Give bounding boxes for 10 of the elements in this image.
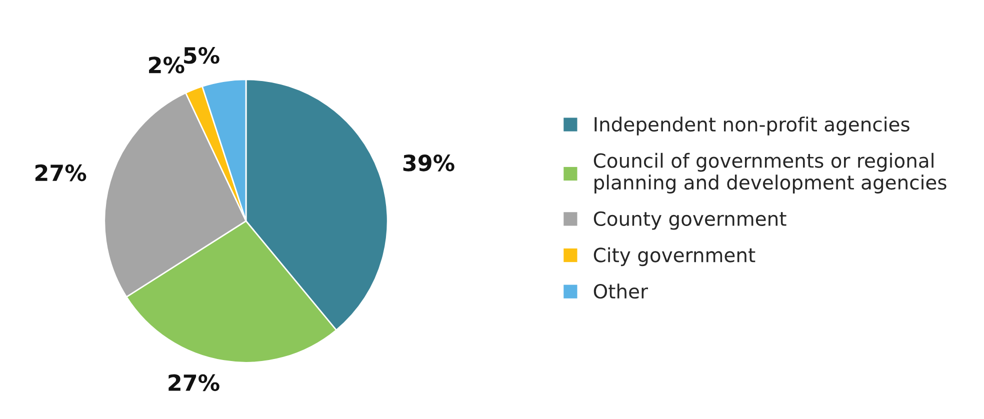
legend-label: City government: [594, 247, 756, 266]
legend-label: Independent non-profit agencies: [594, 116, 910, 136]
data-label: 2%: [149, 56, 184, 74]
data-label: 39%: [403, 154, 454, 172]
legend-label: County government: [594, 211, 786, 230]
legend-label: Council of governments or regional planning and development agencies: [594, 152, 946, 194]
data-label: 5%: [184, 47, 220, 64]
legend-label: Other: [594, 284, 648, 299]
data-label: 27%: [35, 164, 86, 182]
data-label: 27%: [168, 374, 220, 392]
